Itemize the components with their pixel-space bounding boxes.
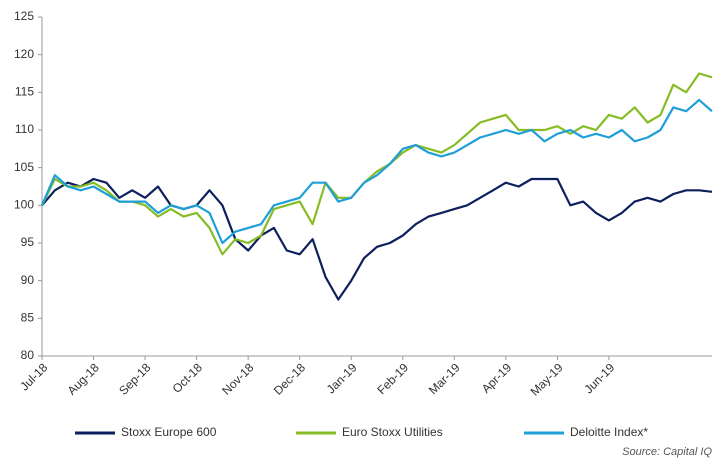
x-tick-label: Mar-19 [426,360,463,397]
y-tick-label: 125 [14,9,34,23]
legend-label: Euro Stoxx Utilities [342,425,443,439]
x-tick-label: Jun-19 [581,360,617,396]
y-tick-label: 100 [14,198,34,212]
series-line [40,98,713,245]
x-tick-label: Jul-18 [17,360,50,393]
x-tick-label: Apr-19 [479,360,515,396]
y-tick-label: 85 [21,311,35,325]
legend-label: Stoxx Europe 600 [121,425,217,439]
y-tick-label: 95 [21,235,35,249]
y-tick-label: 105 [14,160,34,174]
source-note: Source: Capital IQ [622,446,712,458]
series-line [41,177,713,301]
y-tick-label: 120 [14,47,34,61]
y-tick-label: 110 [15,122,34,136]
legend-label: Deloitte Index* [570,425,648,439]
x-tick-label: Oct-18 [170,360,206,396]
x-tick-label: Aug-18 [65,360,102,397]
y-tick-label: 90 [21,273,35,287]
x-tick-label: Jan-19 [324,360,360,396]
x-tick-label: Sep-18 [116,360,153,397]
x-tick-label: Dec-18 [271,360,308,397]
x-tick-label: Feb-19 [374,360,411,397]
y-tick-label: 80 [21,348,35,362]
series-line [41,72,713,256]
y-tick-label: 115 [15,85,34,99]
x-tick-label: Nov-18 [219,360,256,397]
x-tick-label: May-19 [528,360,566,398]
